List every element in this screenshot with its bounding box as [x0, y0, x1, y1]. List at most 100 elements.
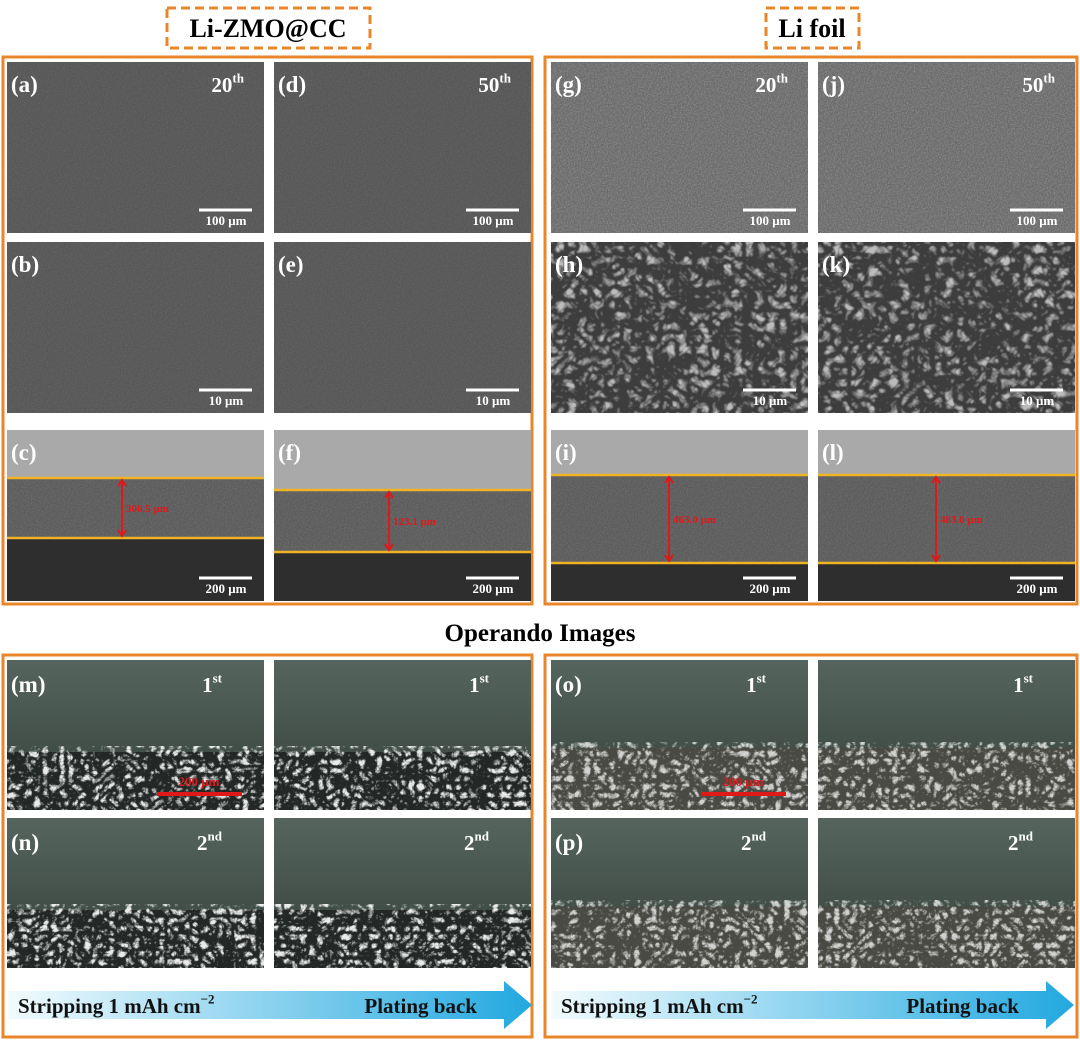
panel-label: (h) [555, 252, 583, 277]
scale-label: 10 μm [1020, 393, 1055, 408]
scale-label: 10 μm [209, 393, 244, 408]
cycle-label-sup: th [232, 71, 244, 86]
image-background [551, 430, 808, 475]
cycle-label-main: 1 [746, 673, 757, 697]
image-texture [818, 242, 1075, 413]
cycle-label-main: 20 [755, 73, 776, 97]
panel-label: (b) [11, 252, 39, 277]
image-texture [818, 742, 1075, 810]
arrow-head [117, 478, 127, 538]
panel-label: (i) [555, 440, 577, 465]
cycle-label: 1st [1013, 671, 1034, 697]
scale-label: 200 μm [179, 774, 220, 789]
group-frame [543, 653, 1079, 1039]
cycle-label-main: 50 [1022, 73, 1043, 97]
cycle-label: 2nd [1008, 829, 1034, 855]
scale-label: 100 μm [473, 213, 514, 228]
image-texture [274, 904, 531, 968]
arrow-head [664, 475, 674, 563]
cycle-label: 1st [469, 671, 490, 697]
scale-label: 200 μm [723, 774, 764, 789]
panel-label: (o) [555, 672, 582, 697]
cycle-label-sup: st [213, 671, 223, 686]
arrow-label-main: Stripping 1 mAh cm [18, 994, 201, 1018]
cycle-label-sup: st [480, 671, 490, 686]
scale-label: 100 μm [1017, 213, 1058, 228]
cycle-label: 50th [1022, 71, 1055, 97]
cycle-label-sup: th [776, 71, 788, 86]
scale-label: 10 μm [476, 393, 511, 408]
panel-label: (g) [555, 72, 582, 97]
cycle-label-main: 50 [478, 73, 499, 97]
cycle-label: 50th [478, 71, 511, 97]
cycle-label: 1st [202, 671, 223, 697]
scale-label: 200 μm [750, 581, 791, 596]
panel-label: (d) [278, 72, 306, 97]
image-background [274, 430, 531, 490]
panel-label: (a) [11, 72, 38, 97]
image-texture [7, 904, 264, 968]
group-frame [543, 55, 1079, 606]
image-texture [274, 242, 531, 413]
image-texture [7, 62, 264, 233]
panel-label: (k) [822, 252, 850, 277]
cycle-label-sup: st [1024, 671, 1034, 686]
image-background [7, 430, 264, 478]
cycle-label: 20th [755, 71, 788, 97]
arrow-label: Stripping 1 mAh cm−2 [561, 992, 758, 1018]
cycle-label-main: 1 [202, 673, 213, 697]
title-box [165, 6, 372, 50]
panel-label: (p) [555, 830, 583, 855]
image-texture [551, 475, 808, 563]
image-texture [274, 746, 531, 810]
arrow-head [384, 490, 394, 552]
cycle-label-sup: th [1043, 71, 1055, 86]
arrow-label: Plating back [906, 994, 1019, 1018]
image-texture [274, 62, 531, 233]
thickness-label: 306.5 μm [126, 503, 169, 515]
arrow-head [931, 475, 941, 563]
cycle-label-main: 1 [469, 673, 480, 697]
image-texture [551, 62, 808, 233]
thickness-label: 123.1 μm [393, 516, 436, 528]
panel-label: (c) [11, 440, 37, 465]
group-title: Li foil [778, 14, 845, 43]
image-texture [7, 242, 264, 413]
group-frame [1, 55, 534, 606]
panel-label: (j) [822, 72, 845, 97]
group-frame [1, 653, 534, 1039]
thickness-label: 483.0 μm [940, 514, 983, 526]
cycle-label-main: 2 [1008, 831, 1019, 855]
scale-label: 200 μm [1017, 581, 1058, 596]
scale-label: 100 μm [750, 213, 791, 228]
panel-label: (e) [278, 252, 304, 277]
cycle-label-sup: nd [1019, 829, 1034, 844]
group-title: Li-ZMO@CC [189, 14, 346, 43]
cycle-label-main: 20 [211, 73, 232, 97]
title-box [764, 6, 861, 50]
arrow-label-main: Stripping 1 mAh cm [561, 994, 744, 1018]
image-texture [551, 900, 808, 968]
image-texture [7, 478, 264, 538]
panel-label: (f) [278, 440, 301, 465]
cycle-label-sup: nd [752, 829, 767, 844]
cycle-label-main: 1 [1013, 673, 1024, 697]
process-arrow [8, 981, 532, 1029]
cycle-label-main: 2 [197, 831, 208, 855]
image-texture [551, 742, 808, 810]
scale-label: 200 μm [473, 581, 514, 596]
scale-label: 200 μm [206, 581, 247, 596]
cycle-label-sup: st [757, 671, 767, 686]
cycle-label: 2nd [464, 829, 490, 855]
panel-label: (m) [11, 672, 45, 697]
image-texture [274, 490, 531, 552]
cycle-label: 2nd [741, 829, 767, 855]
arrow-label-sup: −2 [201, 992, 215, 1007]
scale-label: 100 μm [206, 213, 247, 228]
arrow-label: Plating back [364, 994, 477, 1018]
image-texture [818, 900, 1075, 968]
panel-label: (l) [822, 440, 844, 465]
cycle-label-main: 2 [464, 831, 475, 855]
cycle-label-main: 2 [741, 831, 752, 855]
